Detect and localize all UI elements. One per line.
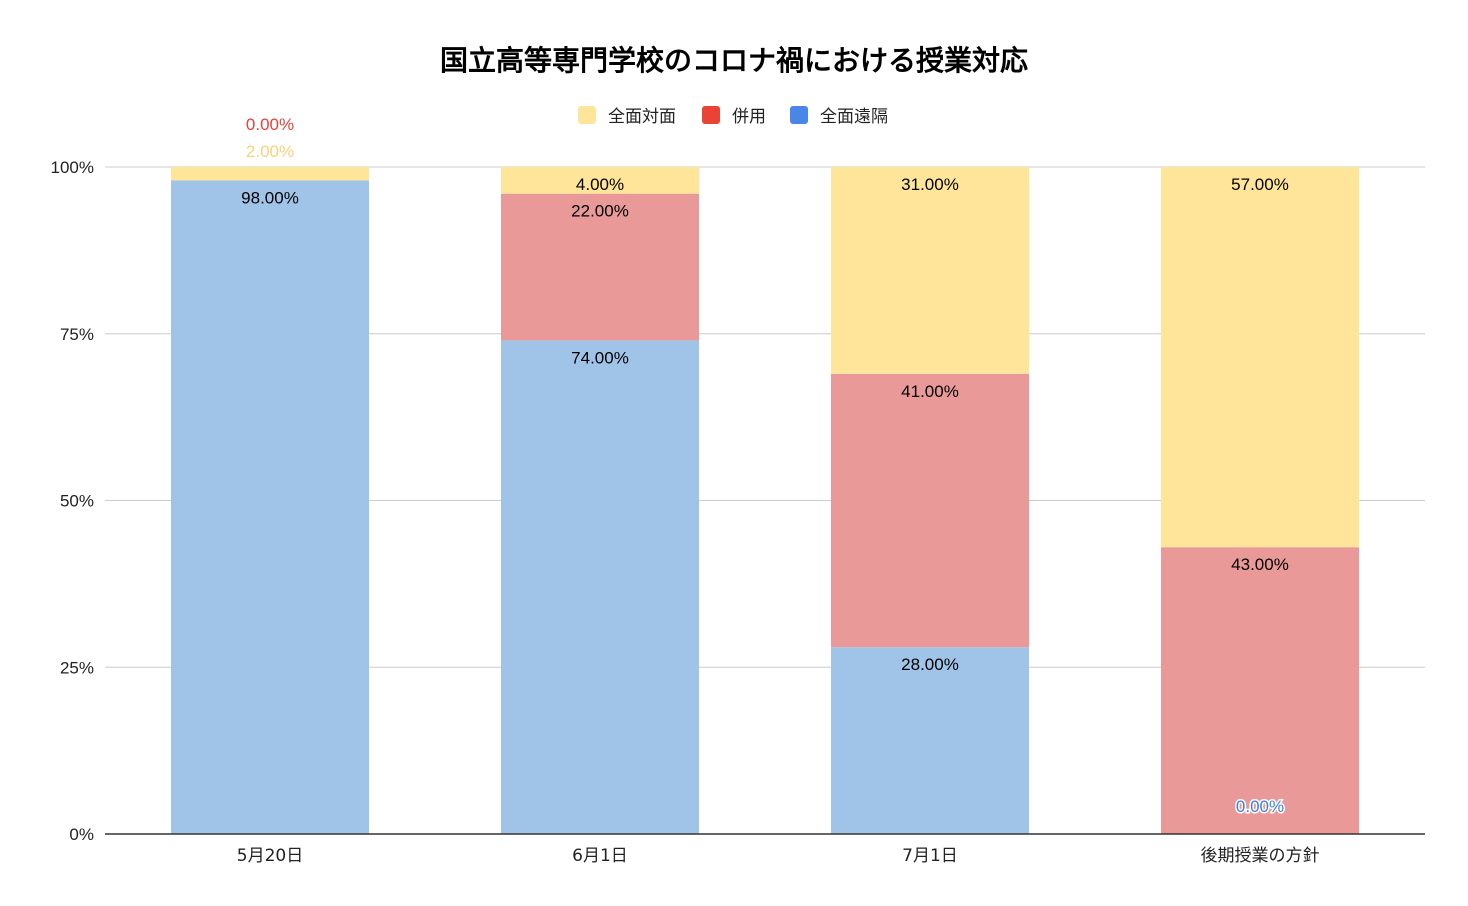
y-tick-label: 50%	[60, 492, 94, 511]
legend-swatch	[790, 106, 808, 124]
bar-segment	[1161, 547, 1359, 834]
legend-swatch	[702, 106, 720, 124]
data-label: 41.00%	[901, 382, 959, 401]
bar-segment	[831, 167, 1029, 374]
bar-segment	[831, 647, 1029, 834]
bar-segment	[831, 373, 1029, 648]
data-label: 2.00%	[246, 142, 294, 161]
data-labels: 98.00% 0.00% 2.00% 74.00% 22.00% 4.00% 28.00% 4…	[241, 115, 1289, 818]
data-label: 74.00%	[571, 348, 629, 367]
legend-swatch	[578, 106, 596, 124]
data-label: 4.00%	[576, 175, 624, 194]
x-tick-label: 7月1日	[902, 846, 958, 866]
x-tick-label: 後期授業の方針	[1201, 846, 1320, 866]
y-tick-label: 75%	[60, 325, 94, 344]
bar-segment	[501, 340, 699, 834]
chart-title: 国立高等専門学校のコロナ禍における授業対応	[440, 44, 1028, 77]
x-tick-label: 6月1日	[572, 846, 628, 866]
data-label: 31.00%	[901, 175, 959, 194]
data-label: 28.00%	[901, 655, 959, 674]
legend-label: 併用	[732, 107, 766, 127]
legend-label: 全面対面	[608, 107, 676, 127]
x-tick-label: 5月20日	[237, 846, 303, 866]
y-tick-label: 100%	[51, 158, 94, 177]
data-label: 98.00%	[241, 188, 299, 207]
legend: 全面対面 併用 全面遠隔	[578, 106, 888, 127]
legend-label: 全面遠隔	[820, 107, 888, 127]
bar-segment	[171, 167, 369, 181]
y-tick-label: 25%	[60, 658, 94, 677]
data-label: 43.00%	[1231, 555, 1289, 574]
data-label: 0.00%	[1236, 797, 1284, 816]
y-tick-label: 0%	[69, 825, 94, 844]
bar-segment	[501, 167, 699, 194]
data-label: 22.00%	[571, 202, 629, 221]
bars	[171, 167, 1359, 835]
bar-segment	[501, 193, 699, 341]
data-label: 0.00%	[246, 115, 294, 134]
data-label: 57.00%	[1231, 175, 1289, 194]
axes: 0% 25% 50% 75% 100% 5月20日 6月1日 7月1日 後期授業の方針	[51, 158, 1425, 866]
bar-segment	[1161, 167, 1359, 548]
bar-segment	[171, 180, 369, 835]
